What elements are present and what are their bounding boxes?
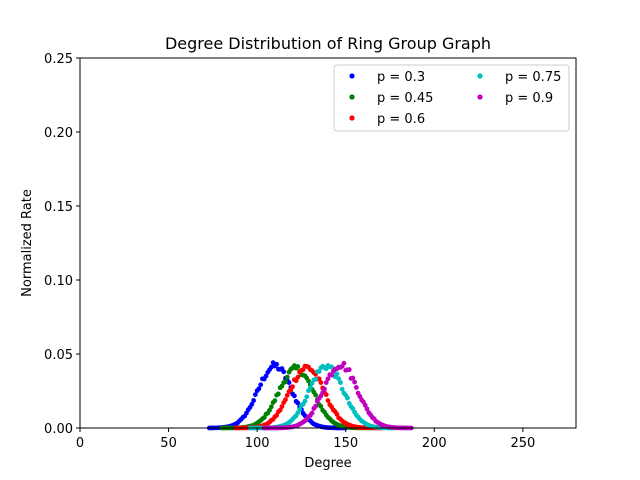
legend-box	[333, 64, 570, 132]
data-point	[291, 393, 297, 399]
legend-marker	[477, 94, 483, 100]
legend-label: p = 0.75	[505, 70, 561, 85]
data-point	[249, 401, 255, 407]
data-point	[316, 369, 322, 374]
data-point	[295, 364, 301, 369]
data-point	[362, 402, 368, 408]
data-point	[279, 404, 285, 409]
data-point	[251, 398, 256, 403]
y-tick-label: 0.20	[44, 126, 73, 141]
data-point	[283, 379, 288, 385]
x-tick-label: 0	[76, 436, 84, 451]
legend-label: p = 0.6	[377, 112, 425, 127]
data-point	[313, 392, 318, 398]
data-point	[307, 385, 313, 391]
data-point	[276, 391, 281, 397]
legend-entry: p = 0.75	[477, 70, 561, 85]
data-point	[295, 374, 301, 380]
data-point	[334, 411, 340, 417]
x-axis-ticks: 0 50 100 150 200 250	[76, 428, 535, 451]
data-point	[256, 386, 262, 392]
data-point	[284, 392, 290, 398]
data-point	[325, 398, 331, 403]
data-point	[323, 380, 329, 385]
legend-marker	[349, 73, 355, 79]
chart-title: Degree Distribution of Ring Group Graph	[165, 34, 491, 53]
data-point	[341, 360, 347, 366]
y-tick-label: 0.25	[44, 52, 73, 67]
legend-label: p = 0.3	[377, 70, 425, 85]
data-point	[284, 374, 290, 380]
data-point	[313, 403, 318, 409]
data-point	[306, 378, 311, 384]
x-tick-label: 50	[160, 436, 177, 451]
data-point	[352, 379, 357, 385]
data-point	[339, 386, 345, 392]
y-axis-label: Normalized Rate	[20, 189, 35, 297]
legend-entry: p = 0.3	[349, 70, 425, 85]
y-tick-label: 0.15	[44, 200, 73, 215]
data-point	[304, 394, 310, 400]
legend-entries: p = 0.3 p = 0.45 p = 0.6 p = 0.75 p = 0.9	[349, 70, 561, 127]
data-point	[350, 375, 356, 381]
y-axis-ticks: 0.00 0.05 0.10 0.15 0.20 0.25	[44, 52, 80, 437]
legend-entry: p = 0.45	[349, 91, 433, 106]
legend-marker	[349, 115, 355, 121]
data-point	[272, 398, 278, 404]
x-tick-label: 100	[245, 436, 270, 451]
data-point	[309, 410, 315, 416]
x-axis-label: Degree	[304, 456, 351, 471]
legend-entry: p = 0.6	[349, 112, 425, 127]
data-point	[313, 376, 318, 382]
y-tick-label: 0.10	[44, 274, 73, 289]
y-tick-label: 0.05	[44, 348, 73, 363]
data-point	[316, 376, 322, 382]
x-tick-label: 150	[333, 436, 358, 451]
data-point	[336, 376, 342, 382]
data-point	[318, 380, 324, 385]
y-tick-label: 0.00	[44, 422, 73, 437]
data-point	[350, 406, 356, 412]
data-point	[318, 404, 324, 409]
plot-border	[79, 57, 577, 429]
data-point	[252, 392, 258, 398]
data-point	[325, 376, 331, 382]
data-point	[323, 392, 329, 398]
legend-label: p = 0.45	[377, 91, 433, 106]
data-point	[353, 385, 359, 390]
legend-marker	[349, 94, 355, 100]
data-point	[277, 407, 283, 413]
data-point	[329, 372, 334, 378]
data-point	[302, 398, 308, 404]
data-point	[329, 364, 334, 370]
data-point	[274, 361, 280, 367]
data-point	[338, 380, 343, 385]
data-point	[334, 371, 340, 377]
data-point	[346, 367, 352, 373]
legend-marker	[477, 73, 483, 79]
data-point	[263, 373, 269, 379]
data-point	[345, 395, 350, 401]
data-point	[290, 384, 295, 390]
x-tick-label: 200	[422, 436, 447, 451]
data-point	[281, 369, 287, 375]
data-point	[258, 382, 264, 388]
data-point	[295, 400, 301, 406]
legend: p = 0.3 p = 0.45 p = 0.6 p = 0.75 p = 0.9	[333, 64, 570, 132]
data-point	[283, 397, 288, 403]
data-point	[297, 406, 303, 412]
data-point	[322, 386, 327, 392]
data-point	[268, 404, 274, 410]
legend-label: p = 0.9	[505, 91, 553, 106]
legend-entry: p = 0.9	[477, 91, 553, 106]
data-point	[364, 406, 370, 412]
x-tick-label: 250	[510, 436, 535, 451]
